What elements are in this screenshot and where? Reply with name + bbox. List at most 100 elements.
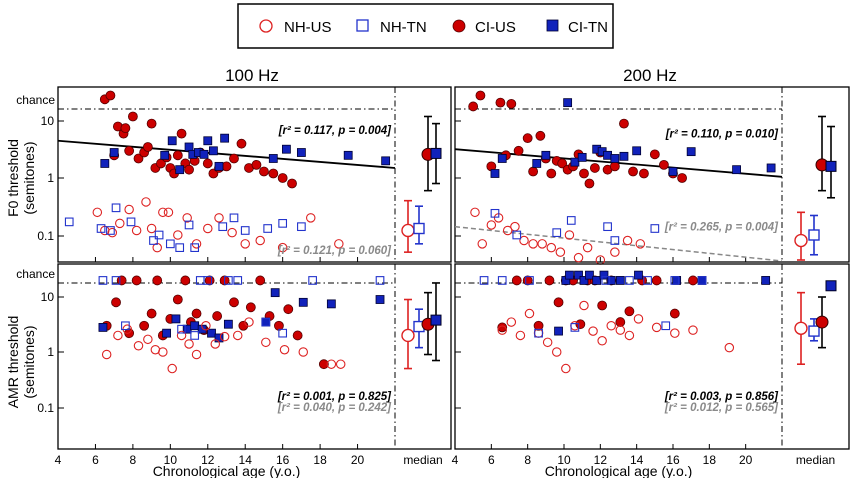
- point-ci-us: [292, 330, 303, 341]
- panel-frame: [454, 263, 850, 450]
- point-nh-us: [261, 337, 271, 348]
- point-nh-us: [622, 235, 633, 246]
- x-tick-label: 12: [201, 453, 215, 467]
- point-nh-us: [184, 339, 194, 349]
- x-tick-label: 8: [524, 453, 531, 467]
- panel-amr-100: 10 1 0.1 chance 4 6 8 10 12 14 16 18 20 Chronological…: [16, 263, 452, 478]
- series-nh-tn: [98, 276, 385, 340]
- point-ci-us: [624, 306, 635, 317]
- point-nh-tn: [297, 222, 306, 232]
- point-nh-us: [477, 239, 487, 249]
- point-nh-us: [624, 330, 635, 341]
- point-nh-us: [173, 230, 183, 240]
- point-ci-tn: [268, 154, 278, 163]
- point-nh-us: [334, 239, 344, 249]
- y-tick-label: 10: [41, 290, 55, 304]
- point-nh-us: [167, 363, 177, 374]
- point-nh-tn: [308, 276, 317, 285]
- point-nh-us: [201, 321, 211, 331]
- point-nh-tn: [203, 276, 213, 285]
- point-nh-us: [497, 325, 507, 335]
- x-tick-label: 16: [666, 453, 680, 467]
- regression-annotation: [r² = 0.001, p = 0.825]: [277, 391, 392, 403]
- median-ci-us: [815, 296, 829, 349]
- point-nh-tn: [552, 228, 562, 237]
- point-nh-us: [335, 359, 346, 369]
- series-nh-us: [497, 300, 735, 374]
- point-ci-us: [176, 128, 187, 139]
- point-ci-us: [619, 118, 629, 129]
- point-nh-us: [579, 300, 589, 311]
- point-ci-tn: [599, 270, 609, 280]
- median-marker: [808, 229, 820, 241]
- row-units-f0: (semitones): [21, 141, 37, 214]
- point-ci-us: [229, 297, 239, 308]
- point-nh-tn: [490, 208, 500, 218]
- point-nh-us: [551, 347, 562, 357]
- point-nh-us: [115, 218, 125, 229]
- point-ci-tn: [697, 276, 707, 285]
- point-ci-us: [142, 142, 153, 152]
- point-nh-us: [133, 340, 144, 351]
- point-ci-tn: [162, 328, 171, 338]
- regression-annotation: [r² = 0.040, p = 0.242]: [277, 402, 392, 414]
- point-ci-us: [245, 302, 256, 313]
- point-ci-us: [628, 166, 638, 177]
- series-nh-tn: [479, 276, 707, 338]
- point-nh-tn: [184, 220, 194, 230]
- x-tick-label: 4: [55, 453, 62, 467]
- point-nh-us: [176, 330, 187, 341]
- regression-annotation: [r² = 0.121, p = 0.060]: [277, 245, 392, 257]
- point-ci-tn: [171, 314, 181, 324]
- point-ci-tn: [160, 150, 170, 160]
- point-ci-us: [522, 275, 533, 286]
- point-nh-tn: [177, 324, 186, 334]
- point-ci-us: [497, 322, 508, 333]
- point-nh-us: [582, 242, 593, 253]
- point-ci-tn: [615, 276, 625, 285]
- point-nh-us: [244, 317, 254, 327]
- point-ci-us: [535, 130, 546, 141]
- point-ci-tn: [214, 161, 224, 171]
- point-ci-tn: [766, 163, 776, 173]
- point-nh-us: [542, 337, 553, 348]
- x-tick-label: 20: [351, 453, 365, 467]
- series-ci-tn: [490, 98, 776, 178]
- point-ci-tn: [565, 270, 574, 280]
- point-ci-tn: [632, 146, 642, 156]
- x-tick-label: 10: [557, 453, 571, 467]
- point-nh-us: [546, 242, 557, 253]
- point-nh-tn: [149, 236, 158, 245]
- point-nh-us: [203, 223, 213, 234]
- legend: NH-US NH-TN CI-US CI-TN: [237, 3, 614, 49]
- point-nh-tn: [375, 276, 385, 285]
- point-nh-tn: [190, 243, 200, 252]
- point-ci-us: [688, 275, 698, 286]
- median-nh-tn: [808, 214, 820, 256]
- point-ci-us: [553, 297, 564, 308]
- median-nh-us: [794, 211, 808, 261]
- point-nh-us: [210, 339, 221, 349]
- x-tick-label: 6: [92, 453, 99, 467]
- point-ci-tn: [532, 159, 542, 168]
- point-ci-us: [475, 90, 486, 101]
- point-ci-tn: [270, 288, 280, 298]
- point-nh-tn: [229, 213, 239, 223]
- x-tick-label: 18: [313, 453, 327, 467]
- point-ci-tn: [207, 328, 216, 338]
- point-ci-tn: [203, 136, 213, 146]
- point-ci-us: [259, 166, 269, 177]
- point-ci-tn: [585, 270, 594, 280]
- point-nh-us: [107, 227, 118, 238]
- point-ci-us: [133, 153, 144, 164]
- point-ci-us: [268, 168, 279, 179]
- point-ci-tn: [732, 165, 741, 175]
- point-ci-us: [639, 168, 649, 179]
- point-ci-us: [546, 168, 557, 179]
- point-nh-tn: [121, 321, 130, 331]
- point-ci-tn: [497, 154, 507, 163]
- point-ci-tn: [619, 151, 629, 161]
- point-ci-tn: [296, 148, 306, 157]
- point-ci-us: [287, 178, 297, 189]
- median-marker: [825, 160, 837, 172]
